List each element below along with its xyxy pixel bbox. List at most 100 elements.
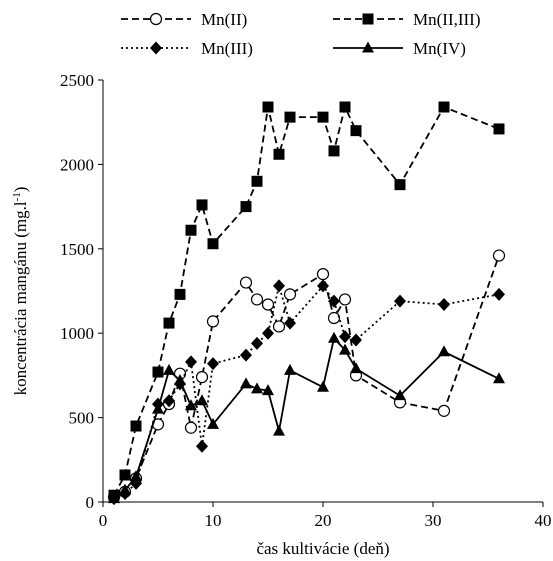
series-mn-ii-iii-point [328,145,340,157]
series-mn-ii-point [327,311,341,325]
series-mn-iii-point [240,348,252,362]
y-axis-label-main: koncentrácia mangánu (mg.l [11,201,30,395]
series-mn-ii-point [272,320,286,333]
series-mn-iv-point [493,372,505,384]
series-mn-iv-point [284,363,296,375]
series-mn-iii-point [273,279,285,293]
series-mn-ii-iii-point [284,111,296,123]
series-mn-ii-iii-point [438,101,450,113]
series-mn-iv-point [328,331,340,343]
series-mn-iv-point [185,399,197,411]
series-mn-ii-iii-point [130,420,142,432]
series-mn-iv-point [438,345,450,357]
series-mn-ii-iii-point [152,366,164,378]
series-mn-ii-point [239,276,253,289]
series-mn-iv-point [152,402,164,414]
series-mn-iv-point [240,377,252,389]
series-mn-ii-iii-point [251,175,263,187]
series-mn-iii-point [262,326,274,340]
y-axis-label-end: ) [11,187,30,193]
series-mn-iv-point [119,483,131,495]
series-mn-ii-iii-point [174,288,186,300]
series-mn-ii-iii-point [119,469,131,481]
series-mn-ii-point [437,404,451,417]
series-mn-ii-point [316,268,330,281]
x-ticks: 0 10 20 30 40 [99,502,552,530]
series-mn-iv [108,331,505,504]
series-mn-iv-line [113,336,500,500]
series-mn-iii-point [284,316,296,330]
series-mn-iii-point [438,298,450,312]
series-mn-ii-point [338,293,352,306]
series-mn-ii-point [206,315,220,328]
legend-mn-iv: Mn(IV) [333,39,466,58]
legend-mn-iv-label: Mn(IV) [413,39,466,58]
series-mn-ii-iii-point [185,224,197,236]
series-mn-iii [108,279,505,506]
series-mn-ii-iii-point [240,201,252,213]
legend-mn-iii-label: Mn(III) [201,39,253,58]
y-axis-label-sup: -1 [11,192,23,201]
series-mn-iv-point [317,380,329,392]
series-mn-iv-point [196,394,208,406]
series-mn-iv-point [251,382,263,394]
series-mn-iii-point [207,357,219,371]
series-mn-ii-point [250,293,264,306]
y-ticks: 0 500 1000 1500 2000 2500 [60,71,103,512]
series-mn-ii-point [195,370,209,384]
series-mn-ii-point [261,298,275,311]
y-axis-label: koncentrácia mangánu (mg.l-1) [11,187,30,396]
x-tick-label: 30 [425,511,442,530]
legend-mn-ii-marker [149,12,163,26]
x-tick-label: 10 [205,511,222,530]
series-mn-iii-point [350,333,362,347]
series-mn-iii-point [251,336,263,350]
legend-mn-ii-iii: Mn(II,III) [333,10,481,29]
series-mn-ii-iii-point [273,148,285,160]
series-mn-iv-point [262,384,274,396]
series-mn-ii-line [113,255,500,498]
y-tick-label: 2000 [60,155,94,174]
series-group [107,101,506,506]
series-mn-iv-point [273,424,285,436]
series-mn-ii-iii [108,101,505,501]
series-mn-ii-iii-point [262,101,274,113]
series-mn-iii-point [328,294,340,308]
legend-mn-ii-iii-label: Mn(II,III) [413,10,481,29]
series-mn-iii-point [163,394,175,408]
y-tick-label: 500 [69,409,95,428]
y-tick-label: 0 [86,493,95,512]
series-mn-iii-point [394,294,406,308]
legend-mn-iii: Mn(III) [121,39,253,58]
y-tick-label: 1500 [60,240,94,259]
series-mn-ii-point [184,421,198,434]
series-mn-ii-iii-point [394,179,406,191]
series-mn-ii-iii-point [350,125,362,137]
legend-mn-ii-iii-marker [362,13,374,25]
series-mn-ii-iii-point [163,317,175,329]
x-axis-label: čas kultivácie (deň) [256,539,389,558]
series-mn-ii-iii-point [339,101,351,113]
series-mn-iv-point [108,492,120,504]
x-tick-label: 20 [315,511,332,530]
series-mn-iv-point [350,362,362,374]
series-mn-ii-iii-point [196,199,208,211]
series-mn-iii-point [493,287,505,301]
x-tick-label: 40 [535,511,552,530]
series-mn-iv-point [394,389,406,401]
legend-mn-ii: Mn(II) [121,10,247,29]
series-mn-iv-point [207,417,219,429]
y-tick-label: 1000 [60,324,94,343]
series-mn-iv-point [163,363,175,375]
series-mn-ii-iii-point [493,123,505,135]
x-tick-label: 0 [99,511,108,530]
legend-mn-iv-marker [362,41,374,53]
y-tick-label: 2500 [60,71,94,90]
series-mn-iii-point [185,355,197,369]
series-mn-ii-point [492,249,506,262]
series-mn-iii-point [317,279,329,293]
series-mn-ii-iii-point [317,111,329,123]
legend-mn-ii-label: Mn(II) [201,10,247,29]
series-mn-iv-point [339,343,351,355]
